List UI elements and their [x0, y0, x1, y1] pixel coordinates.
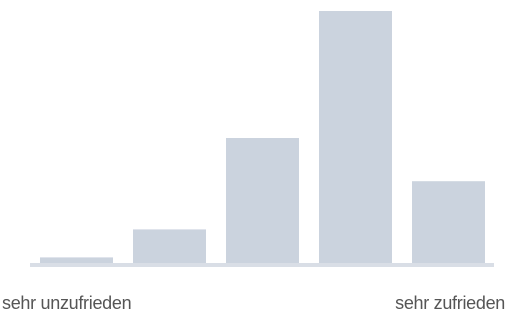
bar-2 — [133, 229, 206, 265]
bar-group — [40, 11, 485, 265]
bar-4 — [319, 11, 392, 265]
scale-max-label: sehr zufrieden — [395, 293, 505, 313]
scale-min-label: sehr unzufrieden — [2, 293, 132, 313]
bar-5 — [412, 181, 485, 265]
bar-3 — [226, 138, 299, 265]
bar-1 — [40, 257, 113, 265]
